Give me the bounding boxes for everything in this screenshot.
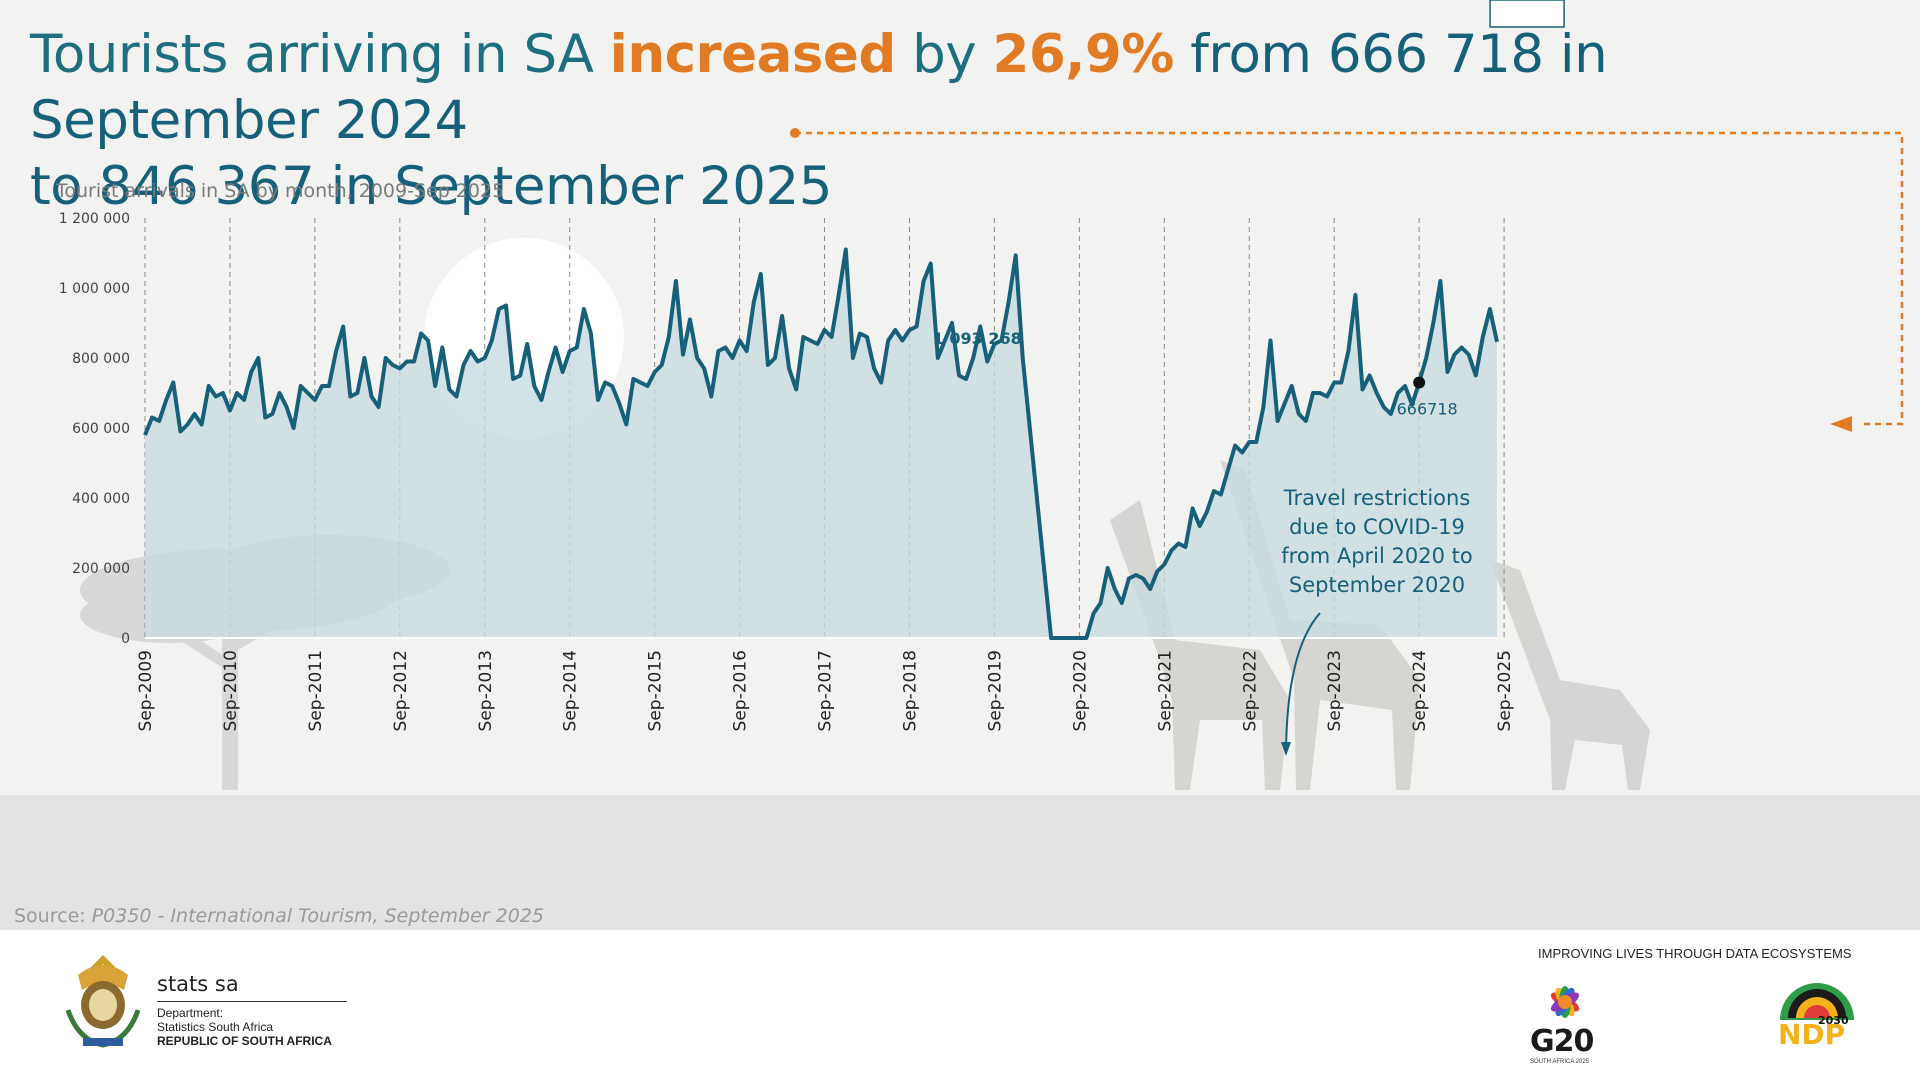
sep2025-label: 846 367 [1492, 0, 1562, 5]
footer: stats sa Department: Statistics South Af… [0, 930, 1920, 1080]
y-tick-label: 400 000 [72, 491, 130, 507]
ground-band [0, 795, 1920, 930]
series-line [143, 247, 1499, 640]
covid-note-line: September 2020 [1289, 573, 1465, 597]
headline-part-5: from 666 718 in September 2024 [30, 24, 1608, 151]
x-tick-label: Sep-2025 [1495, 650, 1515, 731]
coat-of-arms-logo [65, 955, 141, 1048]
headline-part-3: by [895, 24, 993, 85]
covid-note-line: due to COVID-19 [1289, 515, 1465, 539]
ndp-year: 2030 [1818, 1014, 1849, 1027]
y-tick-label: 1 200 000 [59, 211, 130, 227]
chart-subtitle: Tourist arrivals in SA by month, 2009-Se… [56, 180, 505, 202]
g20-label: G20 [1530, 1024, 1594, 1059]
ndp-label: NDP [1778, 1018, 1846, 1051]
area-layer [145, 249, 1497, 638]
covid-note-line: Travel restrictions [1283, 486, 1471, 510]
x-tick-label: Sep-2014 [561, 650, 581, 731]
x-tick-label: Sep-2022 [1240, 650, 1260, 731]
sep2024-label: 666718 [1397, 400, 1458, 419]
headline-line-2: to 846 367 in September 2025 [30, 156, 832, 217]
g20-subtitle: SOUTH AFRICA 2025 [1530, 1059, 1590, 1065]
g20-flower-logo [1550, 986, 1580, 1018]
x-tick-label: Sep-2009 [136, 650, 156, 731]
y-tick-label: 1 000 000 [59, 281, 130, 297]
axis-layer: Sep-2009 Sep-2010 Sep-2011 Sep-2012 Sep-2013… [59, 211, 1515, 731]
dept-line-3: REPUBLIC OF SOUTH AFRICA [157, 1034, 332, 1048]
tagline: IMPROVING LIVES THROUGH DATA ECOSYSTEMS [1538, 946, 1852, 961]
source-text: P0350 - International Tourism, September… [91, 905, 545, 927]
x-tick-label: Sep-2012 [391, 650, 411, 731]
brand-divider [157, 1001, 347, 1002]
connector-arrow-head [1830, 416, 1852, 432]
connector-dashed-line [795, 131, 1904, 426]
x-tick-label: Sep-2017 [816, 650, 836, 731]
x-tick-label: Sep-2019 [985, 650, 1005, 731]
x-tick-label: Sep-2011 [306, 650, 326, 731]
headline: Tourists arriving in SA increased by 26,… [30, 22, 1910, 220]
marks-layer [143, 247, 1499, 640]
x-tick-label: Sep-2020 [1070, 650, 1090, 731]
series-area [145, 249, 1497, 638]
y-tick-label: 200 000 [72, 561, 130, 577]
x-tick-label: Sep-2016 [731, 650, 751, 731]
covid-arrow-head [1281, 742, 1291, 756]
sep2024-marker [1413, 376, 1426, 389]
ndp-logo [1780, 983, 1854, 1020]
x-tick-label: Sep-2018 [900, 650, 920, 731]
sep2025-label-box [1489, 0, 1565, 28]
y-tick-label: 600 000 [72, 421, 130, 437]
y-tick-label: 0 [121, 631, 130, 647]
peak-label: 1 093 268 [933, 329, 1022, 348]
source-note: Source: P0350 - International Tourism, S… [14, 905, 544, 927]
headline-increased: increased [609, 24, 897, 85]
dept-line-1: Department: [157, 1006, 224, 1020]
headline-part-1: Tourists arriving in SA [30, 24, 610, 85]
x-tick-label: Sep-2013 [476, 650, 496, 731]
source-prefix: Source: [14, 905, 92, 927]
x-tick-label: Sep-2021 [1155, 650, 1175, 731]
covid-arrow-curve [1285, 612, 1321, 753]
annotation-layer: 1 093 268 Travel restrictions due to COVID… [790, 0, 1904, 756]
x-tick-label: Sep-2023 [1325, 650, 1345, 731]
headline-percentage: 26,9% [992, 24, 1174, 85]
x-tick-label: Sep-2010 [221, 650, 241, 731]
dept-line-2: Statistics South Africa [157, 1020, 274, 1034]
brand-name: stats sa [157, 972, 239, 996]
x-tick-label: Sep-2015 [646, 650, 666, 731]
x-tick-label: Sep-2024 [1410, 650, 1430, 731]
covid-note-line: from April 2020 to [1281, 544, 1472, 568]
y-tick-label: 800 000 [72, 351, 130, 367]
